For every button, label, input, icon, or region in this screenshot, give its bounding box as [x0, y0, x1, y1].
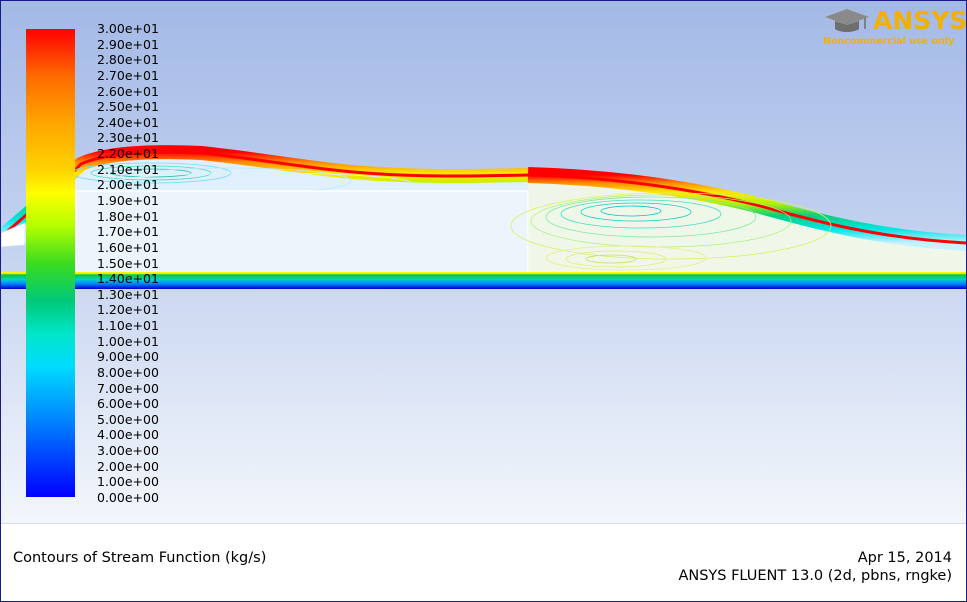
colorbar-tick-label: 1.20e+01: [97, 302, 159, 318]
colorbar-tick-label: 3.00e+01: [97, 21, 159, 36]
colorbar-tick-label: 4.00e+00: [97, 427, 159, 443]
colorbar-tick-label: 1.90e+01: [97, 192, 159, 208]
colorbar-tick-label: 2.50e+01: [97, 99, 159, 115]
colorbar-tick-label: 1.00e+00: [97, 474, 159, 490]
colorbar-tick-label: 3.00e+00: [97, 443, 159, 459]
colorbar-tick-label: 1.70e+01: [97, 224, 159, 240]
inlet-region: [1, 222, 26, 248]
colorbar-tick-label: 5.00e+00: [97, 411, 159, 427]
ansys-logo: [825, 9, 869, 32]
colorbar-tick-label: 1.80e+01: [97, 208, 159, 224]
noncommercial-notice: Noncommercial use only: [823, 36, 955, 47]
colorbar-tick-label: 1.30e+01: [97, 286, 159, 302]
contour-plot: [1, 145, 966, 289]
software-version: ANSYS FLUENT 13.0 (2d, pbns, rngke): [678, 568, 952, 584]
colorbar-tick-label: 0.00e+00: [97, 490, 159, 505]
ansys-logo-text: ANSYS: [873, 6, 967, 35]
colorbar-tick-label: 2.10e+01: [97, 161, 159, 177]
downstream-recirculation: [510, 167, 966, 273]
colorbar-tick-label: 1.40e+01: [97, 271, 159, 287]
colorbar-tick-label: 2.20e+01: [97, 146, 159, 162]
colorbar-tick-label: 2.90e+01: [97, 36, 159, 52]
colorbar-tick-label: 6.00e+00: [97, 396, 159, 412]
colorbar-tick-label: 2.40e+01: [97, 114, 159, 130]
colorbar: [26, 29, 75, 497]
colorbar-tick-label: 2.00e+00: [97, 458, 159, 474]
plot-title: Contours of Stream Function (kg/s): [13, 550, 267, 566]
colorbar-tick-label: 2.00e+01: [97, 177, 159, 193]
caption-band: [1, 523, 966, 601]
colorbar-tick-label: 1.10e+01: [97, 318, 159, 334]
colorbar-tick-label: 1.60e+01: [97, 239, 159, 255]
colorbar-tick-label: 9.00e+00: [97, 349, 159, 365]
lower-streamline-band: [1, 272, 966, 289]
colorbar-tick-label: 1.00e+01: [97, 333, 159, 349]
colorbar-tick-label: 7.00e+00: [97, 380, 159, 396]
colorbar-tick-label: 2.30e+01: [97, 130, 159, 146]
colorbar-tick-label: 2.70e+01: [97, 67, 159, 83]
colorbar-tick-label: 8.00e+00: [97, 364, 159, 380]
colorbar-tick-label: 2.60e+01: [97, 83, 159, 99]
colorbar-tick-label: 1.50e+01: [97, 255, 159, 271]
plot-date: Apr 15, 2014: [857, 550, 952, 566]
colorbar-tick-label: 2.80e+01: [97, 52, 159, 68]
